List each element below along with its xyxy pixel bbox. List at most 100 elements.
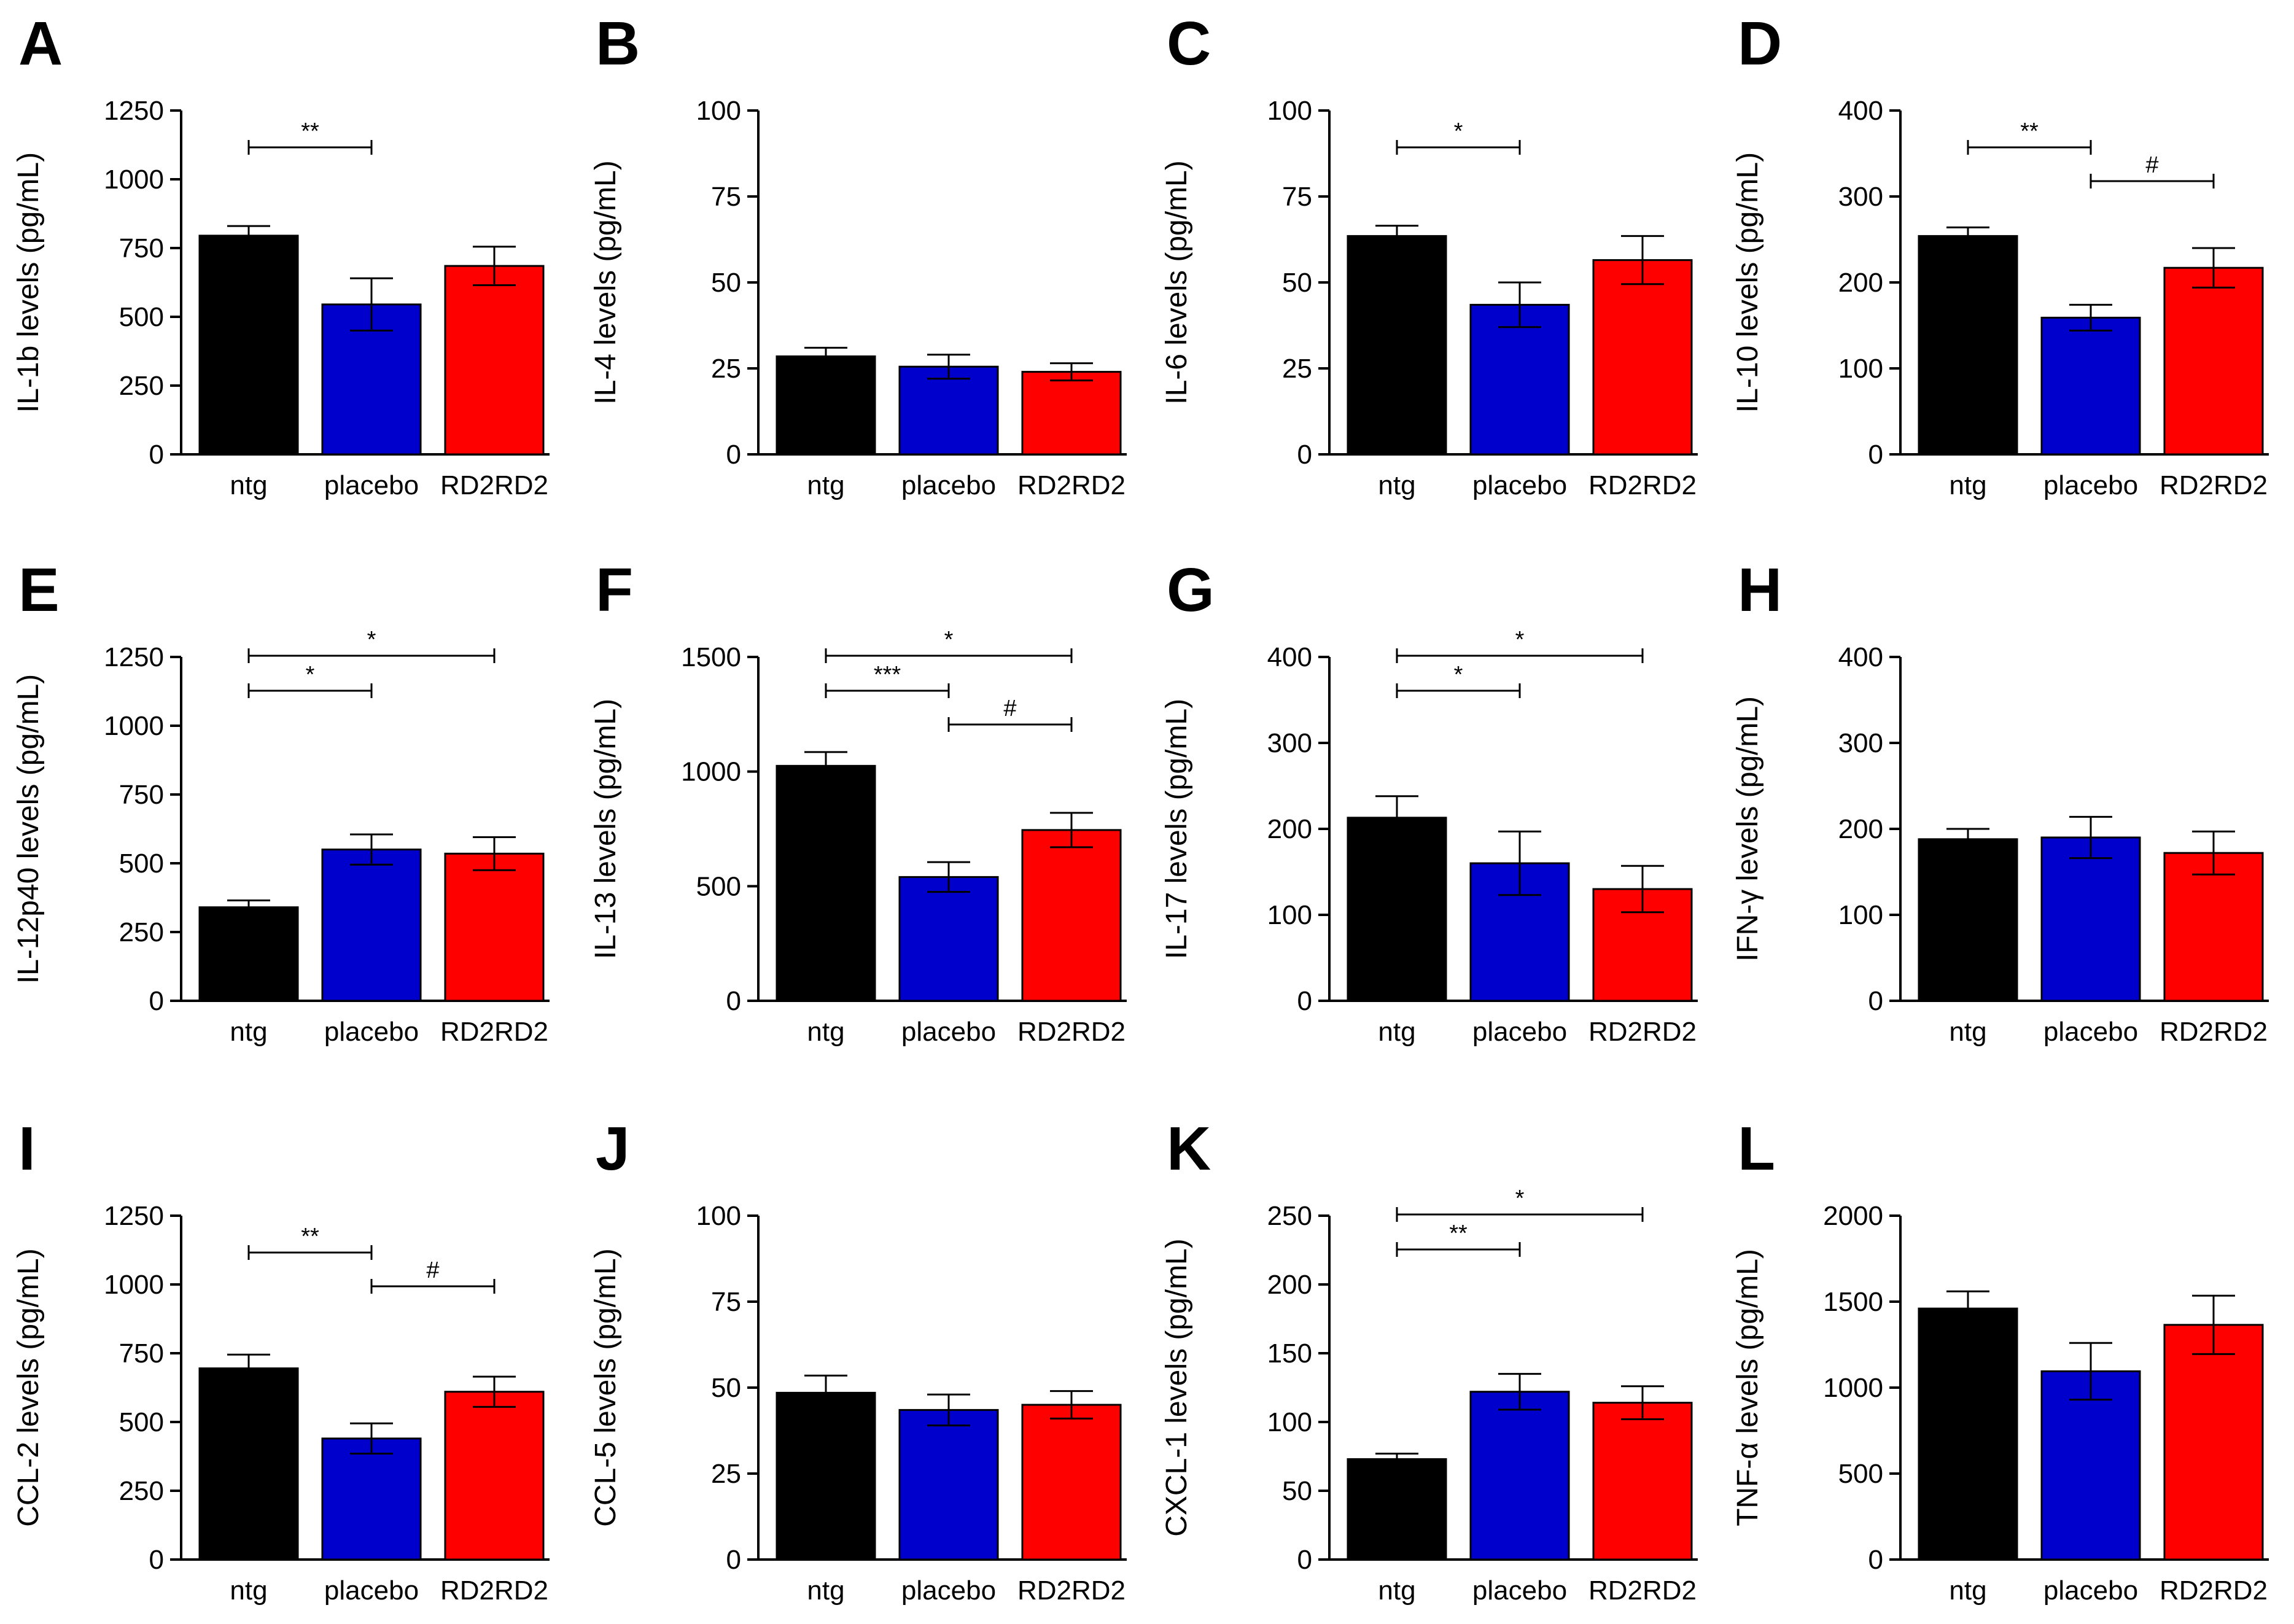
panel-G: G 0 100 200 300 400 IL-17 levels (pg/mL) ntg pla… [1161, 556, 1698, 1047]
y-tick-label: 100 [1838, 900, 1883, 930]
y-tick-label: 750 [119, 233, 164, 263]
x-tick-label: RD2RD2 [440, 470, 548, 500]
y-tick-label: 1250 [104, 642, 164, 672]
bar-RD2RD2 [444, 852, 545, 1002]
y-axis-label: IL-12p40 levels (pg/mL) [12, 674, 45, 984]
y-tick-label: 100 [696, 96, 741, 126]
y-tick-label: 0 [1297, 440, 1312, 470]
x-tick-label: RD2RD2 [1017, 1575, 1126, 1606]
y-tick-label: 1000 [681, 757, 741, 787]
x-tick-label: RD2RD2 [1588, 1575, 1697, 1606]
bar-placebo [2040, 316, 2141, 456]
bar-ntg [198, 235, 299, 456]
sig-label: * [1515, 1186, 1525, 1211]
y-tick-label: 0 [149, 1545, 164, 1575]
x-tick-label: placebo [2043, 1017, 2138, 1047]
y-tick-label: 150 [1267, 1338, 1312, 1369]
y-tick-label: 500 [119, 302, 164, 332]
x-tick-label: ntg [230, 470, 267, 500]
y-tick-label: 1250 [104, 96, 164, 126]
panel-letter: A [18, 9, 63, 78]
bar-placebo [2040, 1370, 2141, 1561]
y-tick-label: 750 [119, 1338, 164, 1369]
y-tick-label: 400 [1267, 642, 1312, 672]
y-axis-label: IL-13 levels (pg/mL) [589, 699, 622, 959]
panel-A: A 0 250 500 750 1000 1250 IL-1b levels (pg/mL) n… [12, 9, 550, 500]
y-tick-label: 0 [1297, 986, 1312, 1016]
y-tick-label: 100 [1838, 354, 1883, 384]
sig-label: ** [301, 118, 319, 144]
bar-placebo [321, 1437, 422, 1561]
y-axis-label: CCL-2 levels (pg/mL) [12, 1248, 45, 1526]
y-tick-label: 200 [1267, 1270, 1312, 1300]
y-tick-label: 1000 [104, 711, 164, 741]
bar-ntg [776, 355, 876, 456]
sig-label: * [367, 627, 376, 653]
y-tick-label: 1250 [104, 1201, 164, 1231]
panel-letter: C [1167, 9, 1211, 78]
bar-placebo [1469, 303, 1570, 456]
x-tick-label: ntg [807, 470, 844, 500]
y-tick-label: 500 [119, 849, 164, 879]
y-axis-label: IL-6 levels (pg/mL) [1161, 160, 1193, 404]
y-tick-label: 1000 [104, 1270, 164, 1300]
panel-letter: I [18, 1114, 36, 1183]
x-tick-label: RD2RD2 [2160, 1017, 2268, 1047]
panel-letter: K [1167, 1114, 1211, 1183]
x-tick-label: placebo [1472, 1017, 1567, 1047]
x-tick-label: ntg [807, 1017, 844, 1047]
panel-letter: F [596, 556, 633, 624]
x-tick-label: RD2RD2 [1017, 1017, 1126, 1047]
y-tick-label: 2000 [1823, 1201, 1883, 1231]
x-tick-label: placebo [901, 1575, 996, 1606]
y-axis-label: TNF-α levels (pg/mL) [1732, 1249, 1764, 1526]
sig-label: # [1003, 696, 1016, 721]
panel-F: F 0 500 1000 1500 IL-13 levels (pg/mL) ntg plac… [589, 556, 1127, 1047]
panel-K: K 0 50 100 150 200 250 CXCL-1 levels (pg/mL) ntg… [1161, 1114, 1698, 1606]
x-tick-label: RD2RD2 [440, 1017, 548, 1047]
panel-letter: L [1738, 1114, 1775, 1183]
bar-ntg [1918, 838, 2018, 1002]
x-tick-label: ntg [230, 1575, 267, 1606]
y-tick-label: 250 [119, 1476, 164, 1506]
bar-RD2RD2 [1592, 1402, 1693, 1561]
x-tick-label: RD2RD2 [440, 1575, 548, 1606]
bar-RD2RD2 [2163, 266, 2264, 456]
y-axis-label: CXCL-1 levels (pg/mL) [1161, 1238, 1193, 1536]
y-tick-label: 1000 [104, 165, 164, 195]
bar-placebo [898, 365, 999, 456]
x-tick-label: ntg [1378, 470, 1415, 500]
sig-label: * [1454, 118, 1463, 144]
y-tick-label: 100 [696, 1201, 741, 1231]
bar-ntg [1918, 1307, 2018, 1561]
sig-label: * [1454, 662, 1463, 688]
y-axis-label: IFN-γ levels (pg/mL) [1732, 696, 1764, 962]
panel-H: H 0 100 200 300 400 IFN-γ levels (pg/mL) ntg pla… [1732, 556, 2269, 1047]
y-tick-label: 50 [711, 1373, 741, 1403]
x-tick-label: ntg [230, 1017, 267, 1047]
y-axis-label: IL-10 levels (pg/mL) [1732, 152, 1764, 413]
bar-ntg [776, 764, 876, 1002]
y-tick-label: 0 [149, 986, 164, 1016]
bar-RD2RD2 [1021, 1404, 1122, 1561]
sig-label: ** [1449, 1221, 1468, 1246]
panel-B: B 0 25 50 75 100 IL-4 levels (pg/mL) ntg placebo… [589, 9, 1127, 500]
y-tick-label: 50 [1282, 268, 1312, 298]
x-tick-label: RD2RD2 [2160, 1575, 2268, 1606]
sig-label: # [2145, 152, 2158, 178]
x-tick-label: ntg [1378, 1017, 1415, 1047]
bar-placebo [2040, 836, 2141, 1002]
bar-ntg [1347, 817, 1447, 1002]
y-axis-label: CCL-5 levels (pg/mL) [589, 1248, 622, 1526]
x-tick-label: ntg [1949, 470, 1986, 500]
panel-letter: B [596, 9, 640, 78]
bar-ntg [1347, 235, 1447, 456]
panel-letter: J [596, 1114, 630, 1183]
y-tick-label: 25 [711, 1459, 741, 1489]
panel-E: E 0 250 500 750 1000 1250 IL-12p40 levels (pg/m… [12, 556, 550, 1047]
y-tick-label: 500 [119, 1407, 164, 1437]
bar-RD2RD2 [444, 265, 545, 456]
y-tick-label: 100 [1267, 900, 1312, 930]
x-tick-label: placebo [2043, 470, 2138, 500]
